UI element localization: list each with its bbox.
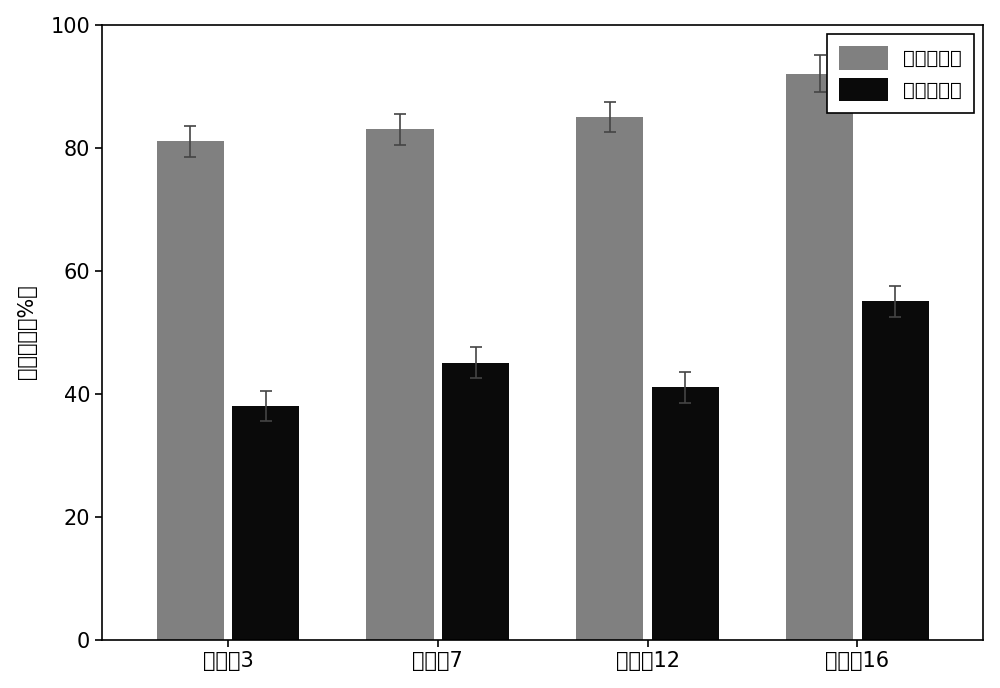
Bar — [576, 117, 643, 640]
Y-axis label: 交换效率（%）: 交换效率（%） — [17, 285, 37, 380]
Legend: 热交换效率, 焚交换效率: 热交换效率, 焚交换效率 — [827, 34, 974, 113]
Bar — [157, 142, 224, 640]
Bar — [232, 406, 299, 640]
Bar — [786, 74, 853, 640]
Bar — [652, 387, 719, 640]
Bar — [366, 129, 434, 640]
Bar — [862, 301, 929, 640]
Bar — [442, 363, 509, 640]
